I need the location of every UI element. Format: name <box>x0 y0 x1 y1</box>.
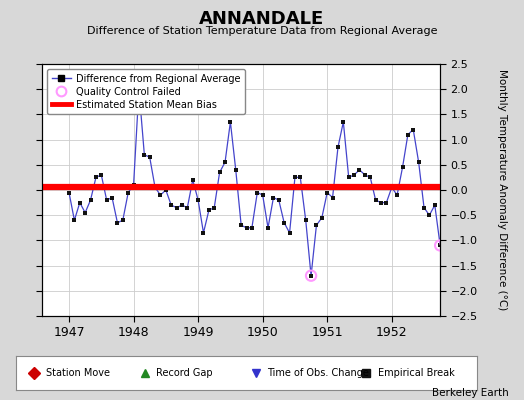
Point <box>388 184 396 191</box>
Point <box>350 172 358 178</box>
Point <box>129 182 138 188</box>
Text: Station Move: Station Move <box>46 368 110 378</box>
Point <box>135 86 143 92</box>
Point <box>329 194 337 201</box>
Point <box>318 214 326 221</box>
Point <box>189 177 197 183</box>
Point <box>409 126 418 133</box>
Point <box>312 222 321 228</box>
Text: Record Gap: Record Gap <box>156 368 213 378</box>
Text: Berkeley Earth: Berkeley Earth <box>432 388 508 398</box>
Point <box>253 189 261 196</box>
Text: Difference of Station Temperature Data from Regional Average: Difference of Station Temperature Data f… <box>87 26 437 36</box>
Point <box>361 172 369 178</box>
Point <box>436 242 444 249</box>
Point <box>372 197 380 203</box>
Point <box>118 217 127 224</box>
Point <box>366 174 375 181</box>
Point <box>382 199 390 206</box>
Point <box>377 199 385 206</box>
Point <box>307 272 315 279</box>
Point <box>183 204 192 211</box>
Point <box>70 217 79 224</box>
Text: Empirical Break: Empirical Break <box>378 368 454 378</box>
Point <box>307 272 315 279</box>
Point <box>436 242 444 249</box>
Point <box>151 184 159 191</box>
Point <box>237 222 245 228</box>
Point <box>167 202 176 208</box>
Point <box>156 192 165 198</box>
Point <box>146 154 154 160</box>
Point <box>355 167 364 173</box>
Point <box>199 230 208 236</box>
Point <box>296 174 304 181</box>
Point <box>334 144 342 150</box>
Point <box>286 230 294 236</box>
Point <box>344 174 353 181</box>
Point <box>291 174 299 181</box>
Point <box>403 131 412 138</box>
Point <box>92 174 100 181</box>
Point <box>264 225 272 231</box>
Point <box>75 199 84 206</box>
Point <box>425 212 433 218</box>
Point <box>124 189 133 196</box>
Point <box>215 169 224 176</box>
Point <box>178 202 186 208</box>
Point <box>242 225 250 231</box>
Point <box>108 194 116 201</box>
Point <box>221 159 229 166</box>
Point <box>81 210 90 216</box>
Point <box>210 204 219 211</box>
Point <box>393 192 401 198</box>
Point <box>258 192 267 198</box>
Point <box>140 152 148 158</box>
Point <box>339 119 347 125</box>
Point <box>65 189 73 196</box>
Point <box>441 240 450 246</box>
Point <box>269 194 278 201</box>
Point <box>103 197 111 203</box>
Point <box>301 217 310 224</box>
Y-axis label: Monthly Temperature Anomaly Difference (°C): Monthly Temperature Anomaly Difference (… <box>497 69 507 311</box>
Point <box>431 202 439 208</box>
Legend: Difference from Regional Average, Quality Control Failed, Estimated Station Mean: Difference from Regional Average, Qualit… <box>47 69 245 114</box>
Point <box>113 220 122 226</box>
Point <box>280 220 288 226</box>
Point <box>447 197 455 203</box>
Point <box>205 207 213 213</box>
Point <box>161 187 170 193</box>
Point <box>86 197 95 203</box>
Point <box>398 164 407 170</box>
Point <box>194 197 202 203</box>
Text: ANNANDALE: ANNANDALE <box>199 10 325 28</box>
Point <box>248 225 256 231</box>
Point <box>414 159 423 166</box>
Point <box>275 197 283 203</box>
Point <box>323 189 331 196</box>
Point <box>420 204 428 211</box>
Text: Time of Obs. Change: Time of Obs. Change <box>267 368 369 378</box>
Point <box>226 119 235 125</box>
Point <box>97 172 105 178</box>
Point <box>232 167 240 173</box>
Point <box>172 204 181 211</box>
Point <box>441 240 450 246</box>
